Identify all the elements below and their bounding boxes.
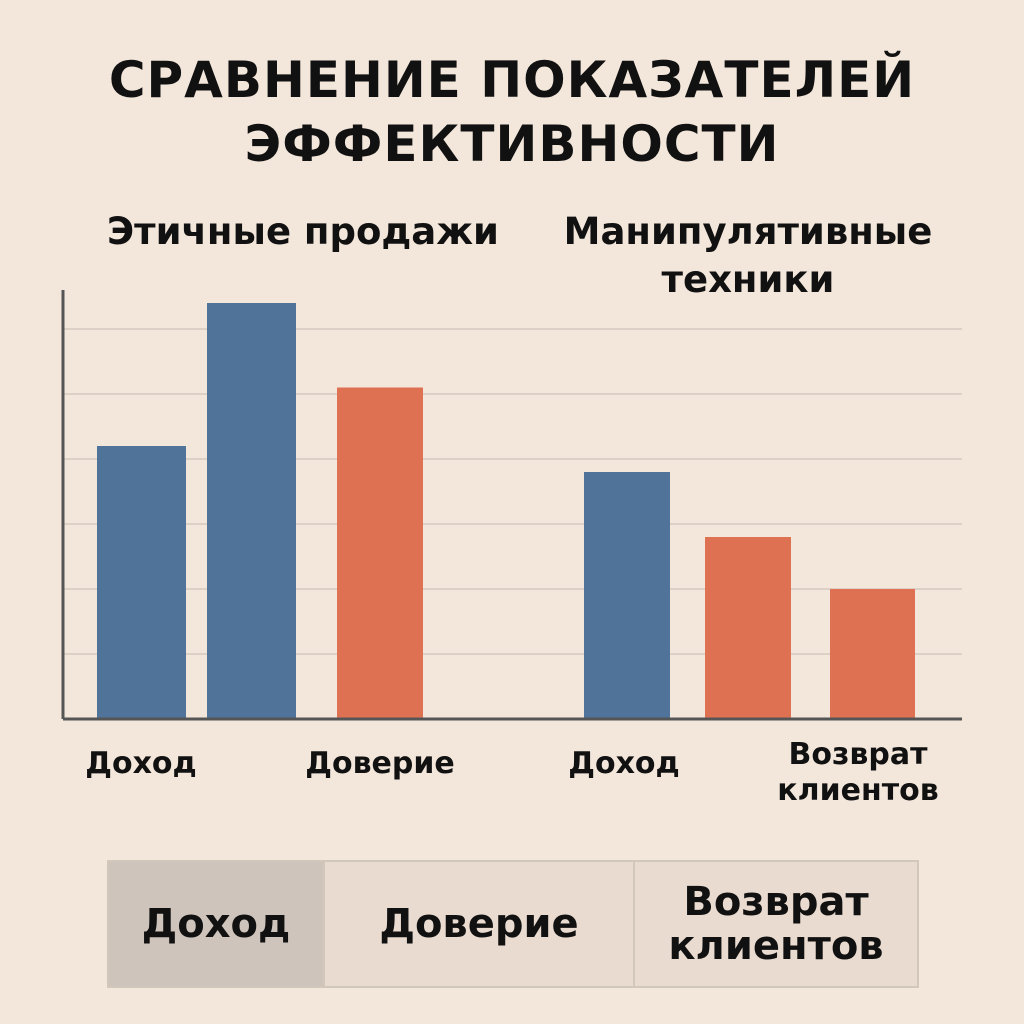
bar-group-1-bar-3 [337,387,423,719]
bar-group-1-bar-2 [207,303,296,719]
x-tick-label-2-line-1: Доверие [305,746,455,781]
bar-group-2-bar-2 [705,537,791,719]
legend-table: Доход Доверие Возврат клиентов [107,860,919,988]
x-tick-label-1-line-1: Доход [85,746,197,781]
x-tick-label-1: Доход [41,746,241,782]
bar-group-2-bar-1 [584,472,670,719]
legend-cell-income-label: Доход [141,901,291,947]
group-title-ethical-sales: Этичные продажи [107,210,499,253]
legend-cell-trust: Доверие [325,862,635,986]
x-tick-label-2: Доверие [280,746,480,782]
bar-group-1-bar-1 [97,446,186,719]
x-tick-label-4-line-1: Возврат [788,737,928,772]
x-tick-label-4-line-2: клиентов [777,773,939,808]
chart-title-line-1: СРАВНЕНИЕ ПОКАЗАТЕЛЕЙ [108,51,916,109]
legend-cell-customer-return-line-2: клиентов [668,923,884,969]
x-tick-label-4: Возврат клиентов [758,737,958,809]
legend-cell-income: Доход [109,862,325,986]
x-tick-label-3-line-1: Доход [568,746,680,781]
legend-cell-customer-return-line-1: Возврат [683,879,869,925]
group-title-manipulative-techniques: Манипулятивные техники [563,210,933,301]
x-tick-label-3: Доход [524,746,724,782]
legend-cell-customer-return: Возврат клиентов [635,862,917,986]
chart-title: СРАВНЕНИЕ ПОКАЗАТЕЛЕЙ ЭФФЕКТИВНОСТИ [0,48,1024,176]
bar-group-2-bar-3 [830,589,915,719]
legend-cell-trust-label: Доверие [379,901,579,947]
chart-title-line-2: ЭФФЕКТИВНОСТИ [244,115,780,173]
